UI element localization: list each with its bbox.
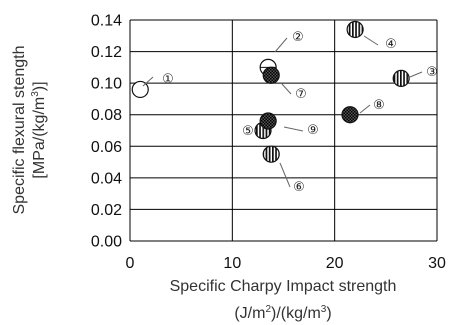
data-points <box>131 20 410 163</box>
point-label-3: ③ <box>426 65 438 80</box>
data-point-3 <box>392 69 410 88</box>
x-tick-label: 0 <box>126 255 135 272</box>
x-tick-label: 30 <box>428 255 446 272</box>
leader-line <box>359 104 371 114</box>
point-label-8: ⑧ <box>373 98 385 113</box>
leader-line <box>274 37 288 53</box>
y-tick-label: 0.10 <box>91 76 122 93</box>
leader-line <box>409 71 423 78</box>
leader-line <box>279 162 291 188</box>
y-tick-label: 0.12 <box>91 44 122 61</box>
point-label-6: ⑥ <box>293 180 305 195</box>
y-axis-title-line1: Specific flexural stength <box>11 46 28 215</box>
y-tick-label: 0.08 <box>91 107 122 124</box>
y-axis-title: Specific flexural stength [MPa/(kg/m3)] <box>11 46 48 215</box>
leader-line <box>142 76 154 87</box>
data-point-6 <box>262 145 280 163</box>
point-labels: ① ② ③ ④ ⑤ ⑥ ⑦ ⑧ ⑨ <box>142 30 438 195</box>
y-tick-label: 0.00 <box>91 234 122 251</box>
grid-lines <box>129 19 438 242</box>
point-label-7: ⑦ <box>295 87 307 102</box>
point-label-9: ⑨ <box>307 123 319 138</box>
data-point-7 <box>262 66 280 84</box>
leader-line <box>281 83 292 95</box>
x-axis-title-line1: Specific Charpy Impact strength <box>170 278 397 295</box>
leader-line <box>283 126 304 132</box>
data-point-9 <box>259 112 277 130</box>
tick-labels: 0.00 0.02 0.04 0.06 0.08 0.10 0.12 0.14 0 10 20 30 <box>91 13 446 273</box>
y-axis-title-line2: [MPa/(kg/m3)] <box>30 81 48 178</box>
y-tick-label: 0.02 <box>91 202 122 219</box>
point-label-2: ② <box>292 30 304 45</box>
x-tick-label: 10 <box>223 255 241 272</box>
point-label-1: ① <box>162 72 174 87</box>
data-point-8 <box>341 106 359 124</box>
x-tick-label: 20 <box>326 255 344 272</box>
data-point-4 <box>346 20 364 39</box>
y-tick-label: 0.04 <box>91 170 122 187</box>
leader-line <box>363 35 379 46</box>
x-axis-title-line2: (J/m2)/(kg/m3) <box>234 304 331 322</box>
y-tick-label: 0.06 <box>91 139 122 156</box>
point-label-5: ⑤ <box>242 124 254 139</box>
point-label-4: ④ <box>385 37 397 52</box>
y-tick-label: 0.14 <box>91 13 122 30</box>
